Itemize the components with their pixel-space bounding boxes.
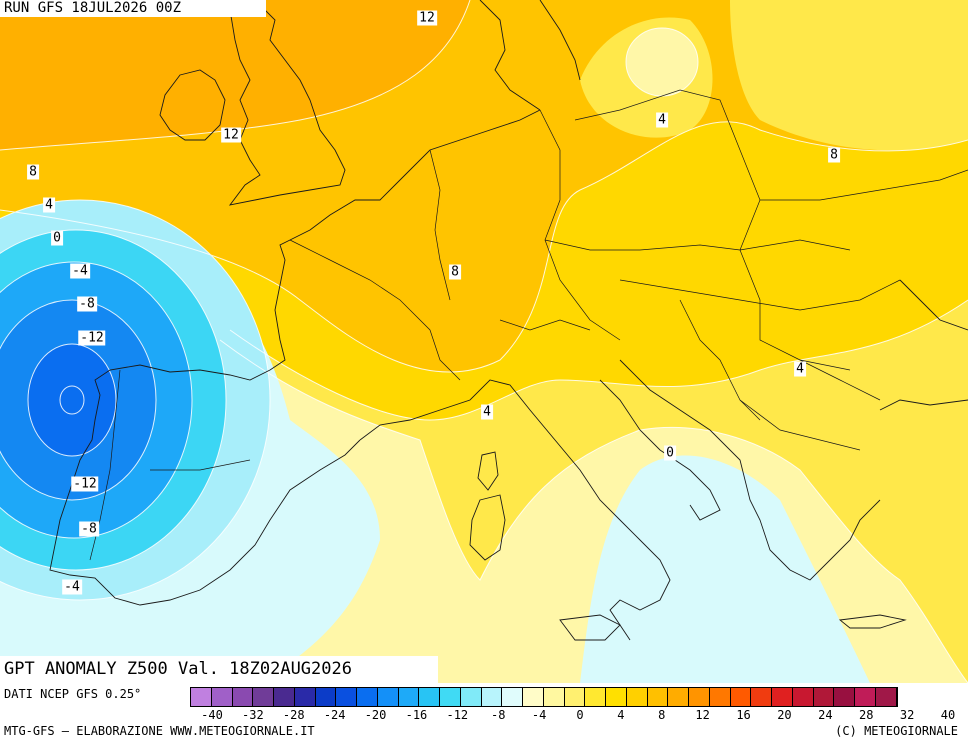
colorbar-swatch — [606, 688, 627, 706]
colorbar-tick-label: -24 — [323, 708, 346, 722]
colorbar-swatch — [585, 688, 606, 706]
colorbar-swatch — [377, 688, 399, 706]
colorbar-tick-label: 12 — [695, 708, 710, 722]
contour-label-0-adriatic: 0 — [664, 445, 676, 461]
contour-label-minus8-atlantic: -8 — [77, 296, 97, 312]
colorbar-tick-label: 4 — [617, 708, 625, 722]
colorbar-swatch — [668, 688, 689, 706]
contour-label-4-ligurian: 4 — [481, 404, 493, 420]
colorbar-tick-label: -20 — [364, 708, 387, 722]
contour-lines — [0, 0, 968, 683]
colorbar-tick-label: 40 — [940, 708, 956, 722]
colorbar-swatch — [626, 688, 648, 706]
colorbar-swatch — [709, 688, 731, 706]
colorbar-swatch — [481, 688, 503, 706]
colorbar-tick-label: -32 — [242, 708, 264, 722]
coastlines — [49, 0, 968, 641]
colorbar-swatch — [813, 688, 835, 706]
colorbar-tick-label: -12 — [446, 708, 469, 722]
credit-right: (C) METEOGIORNALE — [835, 724, 958, 738]
colorbar-tick-label: -4 — [531, 708, 547, 722]
colorbar-swatch — [730, 688, 752, 706]
colorbar-swatch — [689, 688, 710, 706]
colorbar-swatch — [232, 688, 254, 706]
colorbar-swatch — [274, 688, 295, 706]
field-orange — [0, 0, 470, 150]
colorbar-tick-label: 32 — [899, 708, 915, 722]
anomaly-map: 12 12 8 4 0 -4 -8 -12 -12 -8 -4 4 8 8 4 … — [0, 0, 968, 683]
field-yellow-light-east — [730, 0, 968, 151]
colorbar-tick-label: -28 — [282, 708, 305, 722]
colorbar-tick-label: 28 — [858, 708, 874, 722]
colorbar-tick-label: 16 — [736, 708, 751, 722]
colorbar-swatch — [357, 688, 378, 706]
colorbar-swatch — [647, 688, 669, 706]
colorbar-swatch — [294, 688, 316, 706]
colorbar-swatch — [792, 688, 814, 706]
colorbar-swatch — [336, 688, 357, 706]
colorbar-swatch — [751, 688, 772, 706]
colorbar-swatch — [834, 688, 855, 706]
data-source-label: DATI NCEP GFS 0.25° — [4, 687, 142, 701]
colorbar-swatch — [398, 688, 420, 706]
field-pale-poland — [626, 28, 698, 96]
colorbar-tick-label: 8 — [658, 708, 666, 722]
colorbar-swatch — [564, 688, 586, 706]
colorbar-swatch — [419, 688, 440, 706]
colorbar-swatch — [211, 688, 233, 706]
colorbar-tick-label: -16 — [405, 708, 428, 722]
contour-label-8-belarus: 8 — [828, 147, 840, 163]
contour-label-8-france: 8 — [449, 264, 461, 280]
contour-label-4-poland: 4 — [656, 112, 668, 128]
contour-label-4-romania: 4 — [794, 361, 806, 377]
colorbar-swatch — [460, 688, 482, 706]
contour-label-12-ireland: 12 — [221, 127, 241, 143]
colorbar-swatch — [855, 688, 876, 706]
field-pale-cyan-italy — [580, 455, 870, 683]
colorbar-tick-label: -40 — [201, 708, 223, 722]
contour-label-12-north-sea: 12 — [417, 10, 437, 26]
colorbar-swatch — [543, 688, 565, 706]
contour-label-minus4-atlantic: -4 — [70, 263, 90, 279]
colorbar-swatch — [772, 688, 793, 706]
colorbar-swatch — [191, 688, 212, 706]
colorbar-tick-label: 0 — [576, 708, 584, 722]
contour-label-minus12-south: -12 — [71, 476, 99, 492]
colorbar-swatch — [502, 688, 523, 706]
contour-label-8-atlantic: 8 — [27, 164, 39, 180]
colorbar-swatch — [253, 688, 274, 706]
footer: DATI NCEP GFS 0.25° -40 -32 -28 -24 -20 -16 -1… — [0, 683, 968, 745]
colorbar-tick-label: -8 — [490, 708, 506, 722]
contour-label-minus12-north: -12 — [78, 330, 106, 346]
colorbar — [190, 687, 898, 707]
contour-label-minus4-south: -4 — [62, 579, 82, 595]
map-title: GPT ANOMALY Z500 Val. 18Z02AUG2026 — [0, 656, 438, 683]
contour-label-minus8-south: -8 — [79, 521, 99, 537]
colorbar-tick-label: 20 — [777, 708, 792, 722]
contour-label-4-atlantic: 4 — [43, 197, 55, 213]
contour-label-0-atlantic: 0 — [51, 230, 63, 246]
run-title: RUN GFS 18JUL2026 00Z — [0, 0, 266, 17]
colorbar-swatch — [875, 688, 897, 706]
colorbar-tick-label: 24 — [818, 708, 833, 722]
credit-left: MTG-GFS — ELABORAZIONE WWW.METEOGIORNALE… — [4, 724, 315, 738]
colorbar-ticks: -40 -32 -28 -24 -20 -16 -12 -8 -4 0 4 8 12 16 20 24 28 32… — [190, 708, 966, 722]
country-borders — [89, 89, 968, 561]
colorbar-swatch — [440, 688, 461, 706]
colorbar-swatch — [523, 688, 544, 706]
colorbar-swatch — [315, 688, 337, 706]
